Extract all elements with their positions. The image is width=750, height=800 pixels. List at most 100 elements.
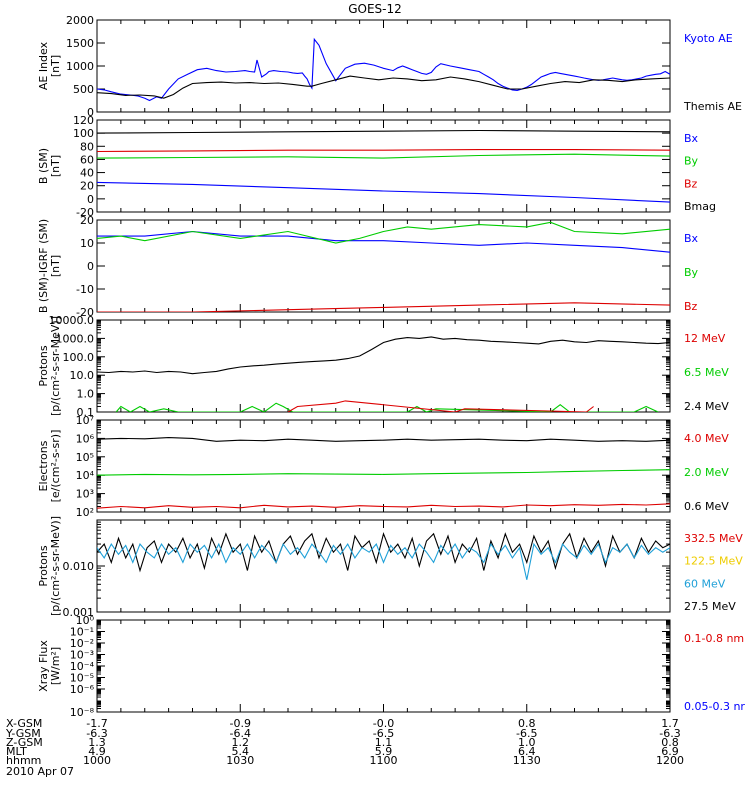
ephemeris-value: 5.9 (375, 745, 393, 758)
legend-entry: Bx (684, 132, 699, 145)
ephemeris-value: 1.2 (232, 736, 250, 749)
panel-frame (96, 19, 671, 113)
legend-entry: Kyoto AE (684, 32, 733, 45)
y-tick-label: 10⁻⁴ (70, 660, 95, 673)
y-tick-label: 120 (73, 114, 94, 127)
y-axis-label: [p/(cm²-s-sr-MeV)] (49, 516, 62, 616)
ephemeris-value: 0.8 (518, 717, 536, 730)
series-line-bx (97, 230, 670, 253)
ephemeris-value: 1130 (513, 754, 541, 767)
panel-xray: 10⁻⁸ 10⁻⁶10⁻⁵10⁻⁴10⁻³10⁻²10⁻¹10⁰ Xray Flux… (37, 614, 745, 719)
y-tick-label: 1500 (66, 37, 94, 50)
y-tick-label: 10⁶ (76, 432, 95, 445)
y-tick-label: 20 (80, 214, 94, 227)
y-tick-label: 0.1 (77, 406, 95, 419)
date-label: 2010 Apr 07 (6, 765, 74, 778)
y-tick-label: 2000 (66, 14, 94, 27)
ephemeris-value: -6.3 (659, 727, 680, 740)
y-tick-label: -20 (76, 206, 94, 219)
legend-entry: By (684, 266, 699, 279)
series-line-bx (97, 181, 670, 203)
ephemeris-value: 0.8 (661, 736, 679, 749)
series-line-6-5-mev (115, 402, 659, 412)
y-tick-label: 500 (73, 83, 94, 96)
y-tick-label: 100 (73, 127, 94, 140)
y-axis-label: [W/m²] (49, 647, 62, 685)
y-tick-label: 1000 (66, 60, 94, 73)
y-tick-label: 1.0 (77, 388, 95, 401)
y-axis-label: [nT] (49, 255, 62, 277)
y-axis-label: Electrons (37, 440, 50, 491)
legend-entry: 2.4 MeV (684, 400, 729, 413)
chart-title: GOES-12 (348, 2, 402, 16)
y-tick-label: 10⁻² (70, 637, 94, 650)
y-tick-label: 100.0 (63, 351, 95, 364)
ephemeris-row-label: X-GSM (6, 717, 42, 730)
series-line-0-6-mev (97, 437, 670, 442)
legend-entry: 0.6 MeV (684, 500, 729, 513)
series-line-themis-ae (97, 75, 670, 99)
y-tick-label: -20 (76, 306, 94, 319)
y-tick-label: 10³ (76, 488, 94, 501)
series-line-27-5-mev (97, 531, 670, 573)
y-axis-label: [nT] (49, 55, 62, 77)
y-axis-label: Xray Flux (37, 640, 50, 692)
series-line-12-mev (287, 400, 594, 412)
y-tick-label: 10² (76, 506, 94, 519)
ephemeris-value: 1000 (83, 754, 111, 767)
series-line-2-4-mev (97, 336, 670, 375)
y-tick-label: 10⁻⁵ (70, 672, 94, 685)
panel-bsm_igrf: -20 -10 0 10 20 B (SM)-IGRF (SM) [nT] Bx By Bz (37, 214, 699, 319)
ephemeris-row-label: hhmm (6, 754, 41, 767)
ephemeris-row-label: MLT (6, 745, 27, 758)
ephemeris-value: 1.1 (375, 736, 393, 749)
panel-ae: 0 500 1000 1500 2000 AE Index [nT] Kyoto AE Them… (37, 14, 742, 119)
legend-entry: By (684, 155, 699, 168)
series-line-4-0-mev (97, 503, 670, 509)
y-tick-label: 10⁻³ (70, 649, 94, 662)
legend-entry: 0.1-0.8 nm (684, 632, 744, 645)
y-tick-label: 0.001 (63, 606, 95, 619)
y-tick-label: 0.010 (63, 560, 95, 573)
ephemeris-value: -1.7 (86, 717, 107, 730)
y-tick-label: 10⁵ (76, 451, 94, 464)
legend-entry: 12 MeV (684, 332, 726, 345)
ephemeris-value: -6.3 (86, 727, 107, 740)
y-axis-label: [p/(cm²-s-sr-MeV)] (49, 316, 62, 416)
legend-entry: 27.5 MeV (684, 600, 736, 613)
panel-protons1: 0.1 1.0 10.0 100.0 1000.0 10000.0 Protons [p/(c… (37, 314, 729, 419)
y-axis-label: AE Index (37, 41, 50, 90)
y-tick-label: 0 (87, 106, 94, 119)
ephemeris-value: 1.7 (661, 717, 679, 730)
y-tick-label: 10 (80, 237, 94, 250)
ephemeris-row-label: Y-GSM (5, 727, 41, 740)
y-tick-label: 0 (87, 260, 94, 273)
y-tick-label: 80 (80, 140, 94, 153)
y-axis-label: Protons (37, 345, 50, 386)
y-tick-label: 40 (80, 167, 94, 180)
legend-entry: 4.0 MeV (684, 432, 729, 445)
y-tick-label: 10⁴ (76, 469, 95, 482)
ephemeris-value: 6.4 (518, 745, 536, 758)
ephemeris-value: 1.3 (88, 736, 106, 749)
series-line-by (97, 153, 670, 159)
y-axis-label: B (SM)-IGRF (SM) (37, 219, 50, 313)
y-tick-label: 10⁻⁸ (70, 706, 95, 719)
legend-entry: 6.5 MeV (684, 366, 729, 379)
series-line-2-0-mev (97, 469, 670, 476)
ephemeris-value: -0.9 (230, 717, 251, 730)
panel-protons2: 0.001 0.010 Protons [p/(cm²-s-sr-MeV)] 332.5… (37, 516, 743, 619)
y-tick-label: 20 (80, 180, 94, 193)
panel-frame (96, 619, 671, 713)
legend-entry: Bz (684, 177, 698, 190)
y-tick-label: 0 (87, 193, 94, 206)
y-axis-label: [nT] (49, 155, 62, 177)
ephemeris-value: 6.9 (661, 745, 679, 758)
y-tick-label: 1000.0 (56, 332, 95, 345)
y-tick-label: 10000.0 (49, 314, 95, 327)
legend-entry: 2.0 MeV (684, 466, 729, 479)
ephemeris-value: 1.0 (518, 736, 536, 749)
